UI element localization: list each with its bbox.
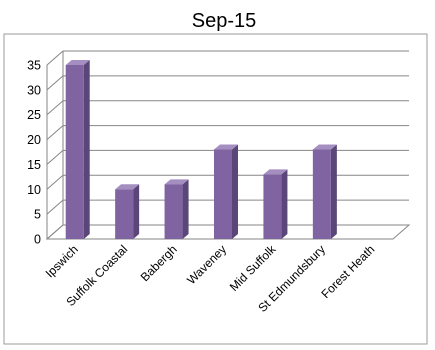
y-tick-label: 15 xyxy=(27,158,41,172)
bar-top xyxy=(115,184,140,190)
y-tick-label: 10 xyxy=(27,183,41,197)
bar-side xyxy=(133,184,140,239)
bar-side xyxy=(330,144,337,239)
bar-front xyxy=(65,65,84,239)
bar-side xyxy=(83,60,90,239)
bar-top xyxy=(263,169,288,175)
bar-side xyxy=(182,179,189,239)
chart-title: Sep-15 xyxy=(192,10,257,32)
bar xyxy=(214,144,238,239)
y-tick-label: 35 xyxy=(27,59,41,73)
bar-front xyxy=(164,184,183,239)
gridline-side xyxy=(46,150,64,165)
bar xyxy=(115,184,140,239)
bar-side xyxy=(281,169,288,239)
gridline-side xyxy=(46,50,64,66)
bars xyxy=(65,60,337,239)
y-axis: 0 5 10 15 20 25 30 35 xyxy=(27,59,48,247)
bar-front xyxy=(263,174,282,239)
bar xyxy=(312,144,337,239)
bar xyxy=(65,60,90,239)
bar xyxy=(164,179,189,239)
bar-top xyxy=(312,144,337,150)
y-tick-label: 0 xyxy=(34,233,41,247)
bar xyxy=(263,169,288,239)
y-tick-label: 20 xyxy=(27,133,41,147)
bar-side xyxy=(232,144,238,239)
bar-front xyxy=(214,149,232,239)
y-tick-label: 25 xyxy=(27,108,41,122)
gridline-side xyxy=(46,199,64,215)
gridline-side xyxy=(46,224,64,240)
y-tick-label: 5 xyxy=(34,208,41,222)
gridline-side xyxy=(46,174,64,190)
bar-front xyxy=(115,189,134,239)
gridline-side xyxy=(46,125,64,140)
gridline-side xyxy=(46,75,64,91)
bar-top xyxy=(214,144,238,150)
bar-top xyxy=(65,60,90,65)
bar-top xyxy=(164,179,189,185)
y-tick-label: 30 xyxy=(27,83,41,97)
gridline-side xyxy=(46,100,64,116)
bar-front xyxy=(312,149,331,239)
